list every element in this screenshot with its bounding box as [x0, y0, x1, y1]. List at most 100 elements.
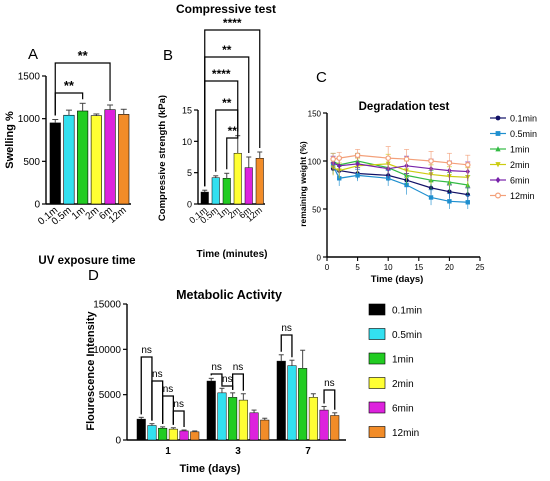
series-line-1min — [332, 160, 468, 186]
y-axis-label: remaining weight (%) — [298, 141, 308, 227]
significance-bracket — [210, 373, 223, 386]
bar-1m — [77, 110, 89, 205]
legend-swatch — [368, 426, 386, 438]
significance-bracket — [140, 356, 153, 421]
bar-12m — [118, 114, 130, 205]
data-point — [337, 162, 342, 169]
significance-label: ns — [152, 369, 163, 380]
x-axis-label: UV exposure time — [38, 255, 135, 267]
legend-label: 6min — [510, 176, 530, 186]
significance-label: ns — [233, 362, 244, 373]
y-axis-label: Flourescence Intensity — [85, 311, 97, 431]
bar-2min-day3 — [238, 399, 248, 441]
data-point — [385, 155, 392, 161]
y-axis-label: Swelling % — [4, 111, 16, 169]
bar-0.1min-day1 — [136, 418, 146, 441]
significance-bracket — [221, 385, 234, 390]
y-tick-label: 5000 — [99, 390, 122, 401]
bar-2m — [233, 152, 242, 205]
bar-6min-day7 — [319, 409, 329, 441]
significance-label: ns — [211, 362, 222, 373]
y-tick-label: 0 — [34, 200, 40, 211]
legend-label: 1min — [392, 355, 414, 366]
legend-marker — [495, 115, 501, 121]
bar-0.1m — [49, 122, 61, 205]
significance-label: ns — [141, 345, 152, 356]
bar-0.5m — [211, 177, 220, 205]
data-point — [354, 152, 361, 159]
significance-bracket — [162, 395, 174, 425]
y-axis-label: Compressive strength (kPa) — [157, 95, 168, 221]
legend-swatch — [368, 328, 386, 340]
panel-d-letter: D — [88, 267, 99, 284]
bar-1min-day1 — [158, 427, 168, 441]
y-tick-label: 5 — [187, 168, 192, 178]
data-point — [355, 161, 360, 167]
significance-label: ns — [163, 384, 174, 395]
chart-title: Degradation test — [359, 101, 450, 113]
series-line-0.5min — [332, 165, 468, 203]
legend-label: 0.1min — [392, 306, 422, 317]
legend-label: 12min — [392, 428, 419, 439]
significance-label: ns — [173, 399, 184, 410]
series-line-6min — [332, 162, 468, 173]
significance-label: ns — [222, 374, 233, 385]
significance-bracket — [54, 62, 111, 116]
bar-1m — [222, 178, 231, 205]
bar-0.5m — [63, 114, 75, 205]
legend-label: 0.5min — [510, 129, 537, 139]
significance-bracket — [204, 29, 261, 187]
chart-title: Metabolic Activity — [176, 288, 282, 302]
bar-6m — [104, 109, 116, 205]
y-tick-label: 1500 — [18, 72, 41, 83]
data-point — [447, 199, 452, 204]
legend-label: 2min — [392, 379, 414, 390]
legend-label: 1min — [510, 145, 530, 155]
y-tick-label: 10000 — [93, 345, 121, 356]
bar-2min-day7 — [308, 397, 318, 441]
y-tick-label: 10 — [182, 137, 192, 147]
y-tick-label: 1000 — [18, 114, 41, 125]
x-tick-label: 3 — [235, 446, 241, 457]
panel-a-letter: A — [28, 46, 38, 63]
bar-12min-day3 — [260, 419, 270, 441]
bar-2min-day1 — [168, 428, 178, 441]
legend-marker — [495, 176, 501, 184]
data-point — [428, 195, 434, 200]
significance-bracket — [226, 131, 239, 170]
x-tick-label: 7 — [305, 446, 311, 457]
legend-label: 12min — [510, 191, 535, 201]
bar-0.1min-day3 — [206, 380, 216, 441]
data-point — [446, 160, 453, 166]
significance-label: ** — [222, 43, 232, 57]
y-tick-label: 0 — [115, 436, 121, 447]
bar-0.1min-day7 — [276, 360, 286, 441]
legend-marker — [495, 192, 502, 199]
legend-swatch — [368, 401, 386, 414]
panel-b-letter: B — [163, 47, 173, 64]
data-point — [330, 156, 336, 162]
legend-label: 6min — [392, 404, 414, 415]
significance-bracket — [323, 389, 336, 410]
x-tick-label: 10 — [384, 263, 393, 272]
bar-6min-day3 — [249, 412, 259, 441]
bar-12min-day1 — [190, 431, 200, 441]
chart-title: Compressive test — [176, 2, 276, 16]
series-line-12min — [333, 154, 468, 166]
x-axis-label: Time (days) — [371, 274, 424, 285]
legend-swatch — [368, 352, 386, 365]
legend-marker — [495, 146, 501, 152]
y-tick-label: 50 — [312, 206, 321, 215]
y-tick-label: 0 — [317, 254, 322, 263]
significance-label: ** — [228, 124, 238, 138]
significance-bracket — [151, 380, 164, 424]
significance-label: ** — [222, 96, 232, 110]
bar-0.5min-day3 — [217, 392, 227, 441]
legend-label: 2min — [510, 160, 530, 170]
significance-label: ns — [281, 323, 292, 334]
significance-bracket — [172, 410, 185, 428]
significance-label: ns — [324, 378, 335, 389]
x-tick-label: 15 — [414, 263, 423, 272]
y-tick-label: 15000 — [93, 300, 121, 311]
